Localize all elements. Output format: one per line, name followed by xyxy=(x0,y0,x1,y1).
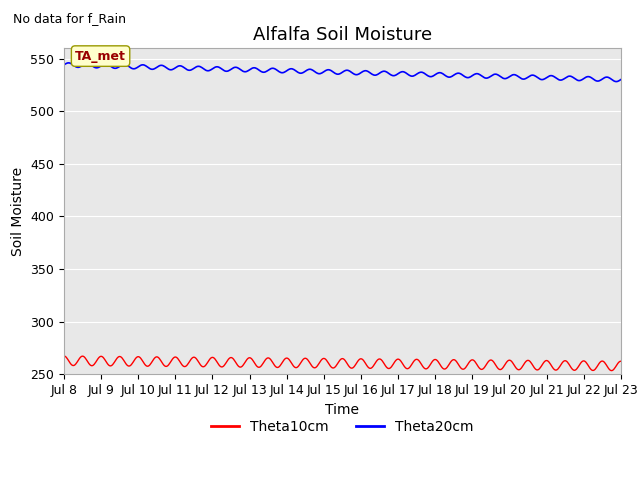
Text: No data for f_Rain: No data for f_Rain xyxy=(13,12,126,25)
Text: TA_met: TA_met xyxy=(75,49,126,62)
X-axis label: Time: Time xyxy=(325,403,360,417)
Y-axis label: Soil Moisture: Soil Moisture xyxy=(11,167,25,256)
Title: Alfalfa Soil Moisture: Alfalfa Soil Moisture xyxy=(253,25,432,44)
Legend: Theta10cm, Theta20cm: Theta10cm, Theta20cm xyxy=(205,414,479,439)
